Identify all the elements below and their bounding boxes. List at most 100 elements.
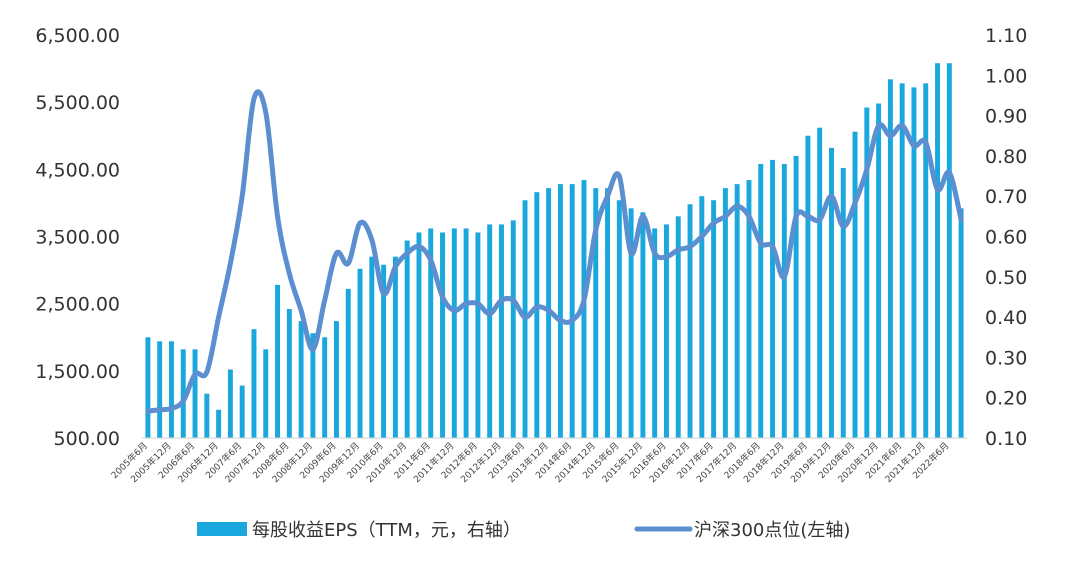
line-point-38 xyxy=(595,229,597,231)
line-point-44 xyxy=(665,256,668,258)
bar-67 xyxy=(935,63,941,439)
bar-60 xyxy=(852,131,858,438)
bar-54 xyxy=(781,163,787,438)
line-point-56 xyxy=(807,215,809,217)
line-point-28 xyxy=(477,303,479,305)
bar-18 xyxy=(357,268,363,438)
bar-22 xyxy=(404,240,410,438)
y-left-tick-label: 3,500.00 xyxy=(35,227,120,249)
line-point-47 xyxy=(701,235,703,238)
line-point-42 xyxy=(642,215,644,217)
line-point-57 xyxy=(819,219,821,221)
line-point-39 xyxy=(606,195,609,197)
line-point-69 xyxy=(960,219,962,221)
line-point-36 xyxy=(571,319,573,322)
line-point-49 xyxy=(724,215,726,217)
bar-36 xyxy=(569,184,575,438)
y-left-tick-label: 1,500.00 xyxy=(35,361,120,383)
bar-14 xyxy=(310,333,316,438)
line-point-18 xyxy=(359,222,361,224)
line-point-21 xyxy=(394,266,396,268)
line-point-8 xyxy=(241,195,243,197)
bar-66 xyxy=(923,83,929,439)
line-point-9 xyxy=(253,98,255,100)
bar-50 xyxy=(734,184,740,438)
bar-2 xyxy=(168,341,174,438)
y-right-tick-label: 1.10 xyxy=(985,25,1027,47)
bar-62 xyxy=(876,103,882,438)
bar-43 xyxy=(652,228,658,438)
y-left-tick-label: 5,500.00 xyxy=(35,92,120,114)
line-point-48 xyxy=(713,222,715,224)
line-point-23 xyxy=(418,245,420,248)
line-point-64 xyxy=(901,125,903,127)
line-series-csi300 xyxy=(145,89,964,414)
y-right-tick-label: 0.60 xyxy=(985,227,1027,249)
legend-label-eps: 每股收益EPS（TTM，元，右轴） xyxy=(252,520,521,541)
bar-13 xyxy=(298,321,304,438)
line-point-58 xyxy=(830,195,833,197)
bar-57 xyxy=(817,127,823,438)
legend-label-csi300: 沪深300点位(左轴) xyxy=(694,520,850,541)
line-point-50 xyxy=(736,205,738,207)
bar-38 xyxy=(593,188,599,438)
bar-58 xyxy=(828,147,834,438)
line-point-34 xyxy=(548,309,550,311)
line-point-14 xyxy=(312,348,314,350)
bar-12 xyxy=(286,309,292,438)
bar-7 xyxy=(227,369,233,438)
line-point-45 xyxy=(677,249,679,251)
bar-20 xyxy=(381,264,387,438)
line-point-65 xyxy=(913,145,915,147)
line-point-6 xyxy=(218,316,220,318)
bar-44 xyxy=(663,224,669,438)
line-point-22 xyxy=(406,252,408,254)
bar-65 xyxy=(911,87,917,438)
line-point-55 xyxy=(795,215,797,217)
y-right-tick-label: 1.00 xyxy=(985,65,1027,87)
line-path xyxy=(145,89,964,414)
bar-9 xyxy=(251,329,257,438)
line-point-51 xyxy=(748,215,750,217)
bar-59 xyxy=(840,167,846,439)
y-left-tick-label: 500.00 xyxy=(54,428,120,450)
y-right-tick-label: 0.30 xyxy=(985,347,1027,369)
y-right-tick-label: 0.50 xyxy=(985,267,1027,289)
bar-21 xyxy=(392,256,398,438)
bar-17 xyxy=(345,288,351,438)
bar-29 xyxy=(487,224,493,438)
line-point-0 xyxy=(147,410,149,412)
bar-19 xyxy=(369,256,375,438)
line-point-40 xyxy=(618,175,620,177)
bar-69 xyxy=(958,208,964,438)
line-point-68 xyxy=(948,172,950,174)
bar-35 xyxy=(557,184,563,438)
line-point-15 xyxy=(324,299,326,301)
y-left-tick-label: 4,500.00 xyxy=(35,159,120,181)
y-right-tick-label: 0.20 xyxy=(985,388,1027,410)
y-left-tick-label: 2,500.00 xyxy=(35,294,120,316)
x-axis: 2005年6月2005年12月2006年6月2006年12月2007年6月200… xyxy=(109,437,967,485)
legend: 每股收益EPS（TTM，元，右轴） 沪深300点位(左轴) xyxy=(197,520,850,541)
bar-68 xyxy=(946,63,952,439)
bar-26 xyxy=(451,228,457,438)
bar-8 xyxy=(239,385,245,438)
bar-6 xyxy=(216,409,222,438)
bar-15 xyxy=(322,337,328,438)
y-left-tick-label: 6,500.00 xyxy=(35,25,120,47)
y-right-tick-label: 0.90 xyxy=(985,106,1027,128)
bar-41 xyxy=(628,208,634,438)
bar-0 xyxy=(145,337,151,438)
bar-39 xyxy=(605,188,611,438)
line-point-59 xyxy=(842,225,844,228)
bar-51 xyxy=(746,180,752,438)
line-point-27 xyxy=(465,303,467,305)
bar-61 xyxy=(864,107,870,438)
line-point-24 xyxy=(430,259,432,261)
bar-10 xyxy=(263,349,269,438)
line-point-46 xyxy=(689,245,691,248)
line-point-66 xyxy=(925,141,927,144)
bar-56 xyxy=(805,135,811,438)
line-point-3 xyxy=(182,400,184,402)
bar-64 xyxy=(899,83,905,439)
